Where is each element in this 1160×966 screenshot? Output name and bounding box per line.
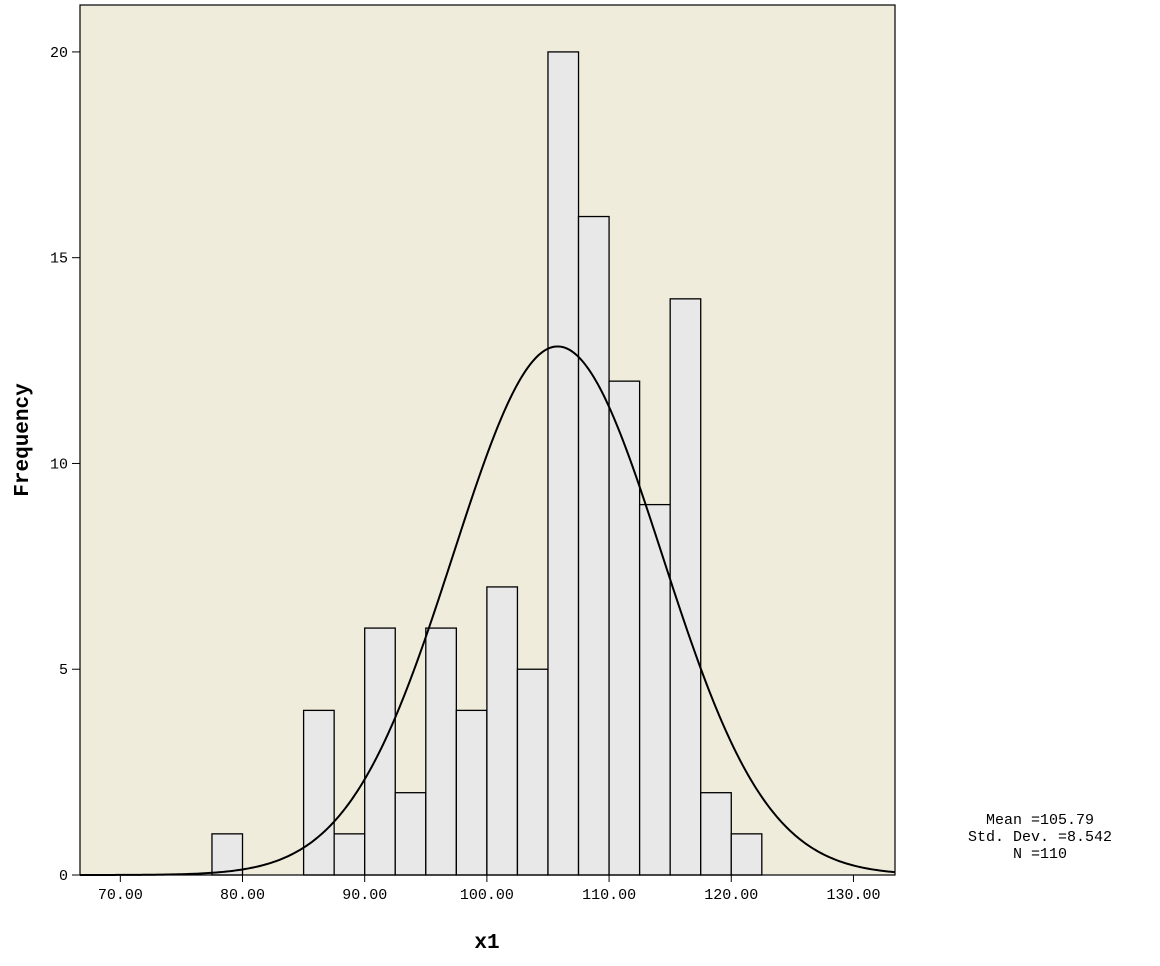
y-tick-label: 5 <box>59 662 68 679</box>
bar <box>547 51 580 876</box>
normal-curve <box>79 345 896 876</box>
stat-mean: Mean =105.79 <box>986 812 1094 829</box>
x-tick-label: 90.00 <box>342 887 387 904</box>
bar <box>730 833 763 876</box>
y-tick-label: 20 <box>50 45 68 62</box>
bar <box>669 298 702 876</box>
plot-frame <box>79 4 896 876</box>
bar <box>516 668 549 876</box>
bar <box>638 503 671 876</box>
x-tick-label: 120.00 <box>704 887 758 904</box>
bar <box>577 215 610 876</box>
x-tick-label: 110.00 <box>582 887 636 904</box>
x-tick-label: 80.00 <box>220 887 265 904</box>
x-tick-label: 70.00 <box>98 887 143 904</box>
x-tick-label: 100.00 <box>460 887 514 904</box>
bar <box>302 709 335 876</box>
bar <box>333 833 366 876</box>
bar <box>211 833 244 876</box>
x-axis-label: x1 <box>474 932 499 955</box>
bar <box>700 792 732 876</box>
bar <box>608 380 641 876</box>
y-tick-label: 0 <box>59 868 68 885</box>
bar <box>486 586 519 876</box>
x-tick-label: 130.00 <box>826 887 880 904</box>
y-tick-label: 10 <box>50 456 68 473</box>
bar <box>455 709 488 876</box>
y-tick-label: 15 <box>50 251 68 268</box>
stat-n: N =110 <box>1013 846 1067 863</box>
bar <box>394 792 427 876</box>
y-axis-label: Frequency <box>12 383 35 497</box>
bar <box>425 627 457 876</box>
stat-sd: Std. Dev. =8.542 <box>968 829 1112 846</box>
